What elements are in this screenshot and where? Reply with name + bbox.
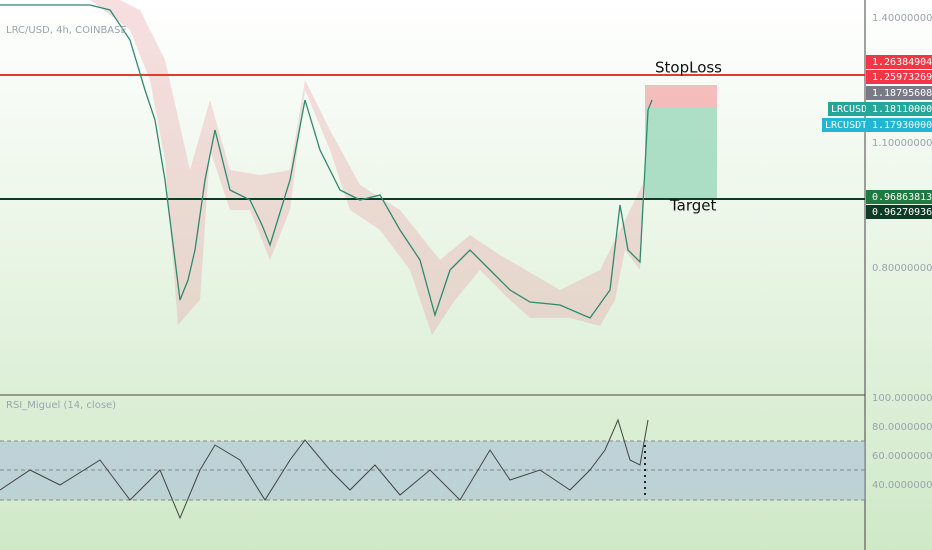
- price-tag-text: 1.18110000: [872, 104, 932, 115]
- band-fill: [90, 0, 645, 335]
- price-tag-text: 1.25973269: [872, 72, 932, 83]
- price-tag-text: 1.17930000: [872, 120, 932, 131]
- rsi-line: [0, 418, 649, 520]
- price-tag-text: 1.26384904: [872, 57, 932, 68]
- price-tag: [866, 102, 932, 116]
- price-tag: [866, 70, 932, 84]
- target-zone: [645, 107, 717, 199]
- price-tag-text: 1.18795608: [872, 88, 932, 99]
- price-axis-label: 0.80000000: [872, 263, 932, 274]
- price-tag-text: 0.96863813: [872, 192, 932, 203]
- tag-name: LRCUSD: [831, 104, 867, 115]
- stoploss-label: StopLoss: [655, 59, 722, 77]
- price-tag: [866, 86, 932, 100]
- target-label: Target: [669, 197, 717, 215]
- price-axis-label: 1.40000000: [872, 13, 932, 24]
- price-tag: [866, 118, 932, 132]
- price-tag: [866, 190, 932, 204]
- tag-name-box: [822, 118, 866, 132]
- price-tag: [866, 55, 932, 69]
- price-axis-label: 1.10000000: [872, 138, 932, 149]
- price-tag: [866, 205, 932, 219]
- rsi-title: RSI_Miguel (14, close): [6, 400, 116, 411]
- rsi-band: [0, 441, 865, 500]
- symbol-title: LRC/USD, 4h, COINBASE: [6, 25, 127, 36]
- price-line: [0, 4, 653, 319]
- tag-name-box: [828, 102, 866, 116]
- tag-name: LRCUSDT: [825, 120, 867, 131]
- price-tag-text: 0.96270936: [872, 207, 932, 218]
- stop-zone: [645, 85, 717, 107]
